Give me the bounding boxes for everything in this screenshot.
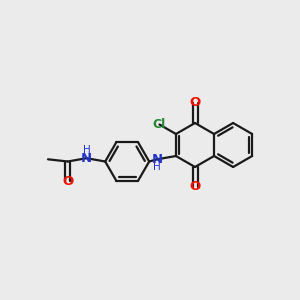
Text: H: H xyxy=(82,145,90,155)
Text: N: N xyxy=(81,152,92,165)
Text: O: O xyxy=(189,97,201,110)
Text: N: N xyxy=(152,153,163,166)
Text: Cl: Cl xyxy=(153,118,166,131)
Text: H: H xyxy=(153,162,161,172)
Text: O: O xyxy=(62,175,74,188)
Text: O: O xyxy=(189,181,201,194)
